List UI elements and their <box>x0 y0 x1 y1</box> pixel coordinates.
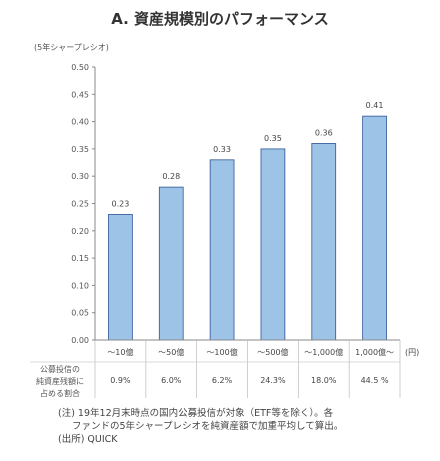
y-tick-label: 0.00 <box>71 336 89 345</box>
data-label: 0.35 <box>264 134 282 143</box>
data-label: 0.33 <box>213 145 231 154</box>
x-axis: ～10億 ～50億 ～100億 ～500億 ～1,000億 1,000億～ <box>94 339 401 398</box>
note-line-2: ファンドの5年シャープレシオを純資産額で加重平均して算出。 <box>72 421 344 432</box>
bar <box>209 159 235 341</box>
data-label: 0.28 <box>162 172 180 181</box>
table-value: 6.2% <box>212 376 233 385</box>
y-tick-label: 0.20 <box>71 227 89 236</box>
bars: 0.23 0.28 0.33 0.35 0.36 0.41 <box>108 101 387 341</box>
bar <box>362 115 387 341</box>
x-tick-label: ～100億 <box>206 347 237 357</box>
bar <box>108 214 133 341</box>
table-value: 0.9% <box>110 376 131 385</box>
y-tick-label: 0.50 <box>71 63 89 72</box>
x-tick-label: ～1,000億 <box>304 347 343 357</box>
y-tick-label: 0.25 <box>71 200 89 209</box>
bar-chart: (5年シャープレシオ) 0.00 0.05 0.10 0.15 0.20 0.25 0.30… <box>30 42 419 398</box>
table-row-label: 占める割合 <box>40 388 80 398</box>
bar <box>260 148 286 341</box>
x-tick-label: ～50億 <box>158 347 184 357</box>
note-line-1: (注) 19年12月末時点の国内公募投信が対象（ETF等を除く）。各 <box>58 408 334 419</box>
y-tick-label: 0.10 <box>71 281 89 290</box>
table-value: 18.0% <box>311 376 337 385</box>
bar <box>158 186 184 341</box>
table-row-label: 公募投信の <box>40 364 80 374</box>
y-tick-label: 0.45 <box>71 90 89 99</box>
data-label: 0.41 <box>366 101 384 110</box>
y-tick-label: 0.40 <box>71 118 89 127</box>
data-label: 0.36 <box>315 128 333 137</box>
x-tick-label: 1,000億～ <box>355 347 394 357</box>
y-tick-label: 0.15 <box>71 254 89 263</box>
y-tick-label: 0.05 <box>71 309 89 318</box>
table-value: 6.0% <box>161 376 182 385</box>
table-row-label: 純資産残額に <box>36 376 84 386</box>
notes: (注) 19年12月末時点の国内公募投信が対象（ETF等を除く）。各 ファンドの… <box>58 407 343 446</box>
data-label: 0.23 <box>112 199 130 208</box>
chart-title: A. 資産規模別のパフォーマンス <box>111 10 329 28</box>
table-value: 44.5 % <box>361 376 389 385</box>
x-axis-unit: (円) <box>405 348 419 357</box>
table-value: 24.3% <box>260 376 286 385</box>
x-tick-label: ～10億 <box>107 347 133 357</box>
note-line-3: (出所) QUICK <box>58 434 118 445</box>
x-tick-label: ～500億 <box>257 347 288 357</box>
y-axis-label: (5年シャープレシオ) <box>34 42 109 52</box>
y-tick-label: 0.30 <box>71 172 89 181</box>
bar <box>311 143 337 341</box>
y-axis: 0.00 0.05 0.10 0.15 0.20 0.25 0.30 0.35 0.40 0.45… <box>71 63 96 345</box>
share-table: 0.9% 6.0% 6.2% 24.3% 18.0% 44.5 % 公募投信の純資産残額に占… <box>30 361 400 398</box>
y-tick-label: 0.35 <box>71 145 89 154</box>
